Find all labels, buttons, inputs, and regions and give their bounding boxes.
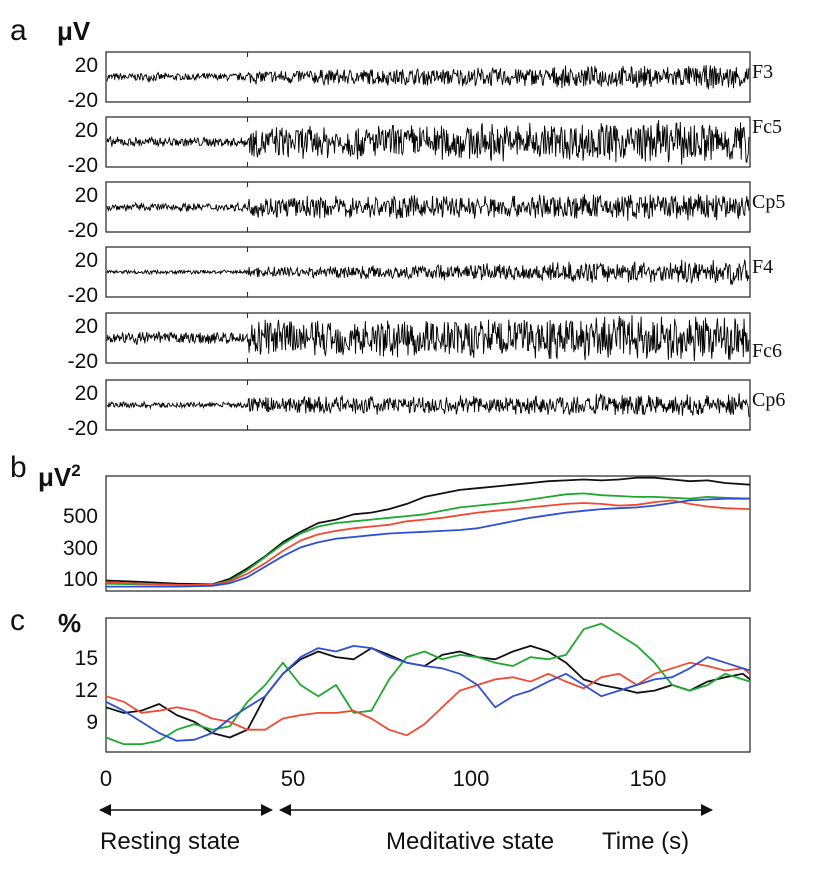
trace-frame-f4 <box>105 246 751 298</box>
panel-b-line-red <box>105 499 751 586</box>
panel-c-unit: % <box>58 608 81 638</box>
xtick-50: 50 <box>281 766 305 791</box>
panel-c-ytick-12: 12 <box>75 679 98 702</box>
meditative-state-label: Meditative state <box>386 828 554 855</box>
eeg-trace-fc6 <box>106 315 750 362</box>
panel-c-ytick-9: 9 <box>86 711 98 734</box>
panel-a-letter: a <box>10 14 27 47</box>
eeg-trace-cp6 <box>106 393 750 417</box>
channel-label-f3: F3 <box>752 61 773 83</box>
panel-b-letter: b <box>10 451 27 484</box>
xtick-150: 150 <box>630 766 667 791</box>
channel-label-fc5: Fc5 <box>752 116 782 138</box>
trace-ytick-minus20: -20 <box>68 219 98 242</box>
trace-ytick-20: 20 <box>75 249 98 272</box>
trace-ytick-minus20: -20 <box>68 89 98 112</box>
panel-c-ytick-15: 15 <box>75 647 98 670</box>
xtick-0: 0 <box>100 766 112 791</box>
trace-frame-fc5 <box>105 116 751 168</box>
panel-b-unit: μV2 <box>38 461 81 492</box>
panel-b-power-plot <box>105 476 751 588</box>
panel-b-line-green <box>105 492 751 586</box>
panel-b-line-black <box>105 476 751 586</box>
channel-label-cp6: Cp6 <box>752 389 785 411</box>
panel-c-line-blue <box>105 645 751 742</box>
panel-c-line-black <box>105 645 751 739</box>
eeg-trace-f3 <box>106 65 750 90</box>
panel-a-eeg-traces: 20 -20 F3 20 -20 Fc5 20 -20 Cp5 20 -20 F4 20 -20 Fc6 20… <box>68 51 785 440</box>
trace-ytick-minus20: -20 <box>68 284 98 307</box>
channel-label-f4: F4 <box>752 256 773 278</box>
trace-frame-cp6 <box>105 379 751 431</box>
trace-frame-cp5 <box>105 181 751 233</box>
panel-c-frame <box>105 617 751 753</box>
panel-b-line-blue <box>106 497 750 588</box>
trace-ytick-20: 20 <box>75 382 98 405</box>
trace-ytick-20: 20 <box>75 315 98 338</box>
xtick-100: 100 <box>453 766 490 791</box>
eeg-trace-fc5 <box>106 119 750 165</box>
panel-c-percent-plot <box>105 622 751 746</box>
panel-c-letter: c <box>10 604 25 637</box>
trace-ytick-20: 20 <box>75 184 98 207</box>
panel-a-unit: μV <box>57 16 91 46</box>
trace-frame-f3 <box>105 51 751 103</box>
panel-b-frame <box>105 475 751 592</box>
panel-b-ytick-100: 100 <box>63 568 98 591</box>
trace-ytick-20: 20 <box>75 119 98 142</box>
panel-c-line-green <box>105 622 751 746</box>
eeg-trace-f4 <box>106 259 750 286</box>
eeg-trace-cp5 <box>106 194 750 221</box>
resting-state-label: Resting state <box>100 828 240 855</box>
channel-label-fc6: Fc6 <box>752 340 782 362</box>
trace-ytick-20: 20 <box>75 54 98 77</box>
channel-label-cp5: Cp5 <box>752 191 785 213</box>
panel-b-ytick-300: 300 <box>63 537 98 560</box>
trace-frame-fc6 <box>105 312 751 364</box>
trace-ytick-minus20: -20 <box>68 350 98 373</box>
time-axis-label: Time (s) <box>602 828 689 855</box>
trace-ytick-minus20: -20 <box>68 417 98 440</box>
panel-b-ytick-500: 500 <box>63 505 98 528</box>
panel-c-line-red <box>105 661 751 737</box>
trace-ytick-minus20: -20 <box>68 154 98 177</box>
